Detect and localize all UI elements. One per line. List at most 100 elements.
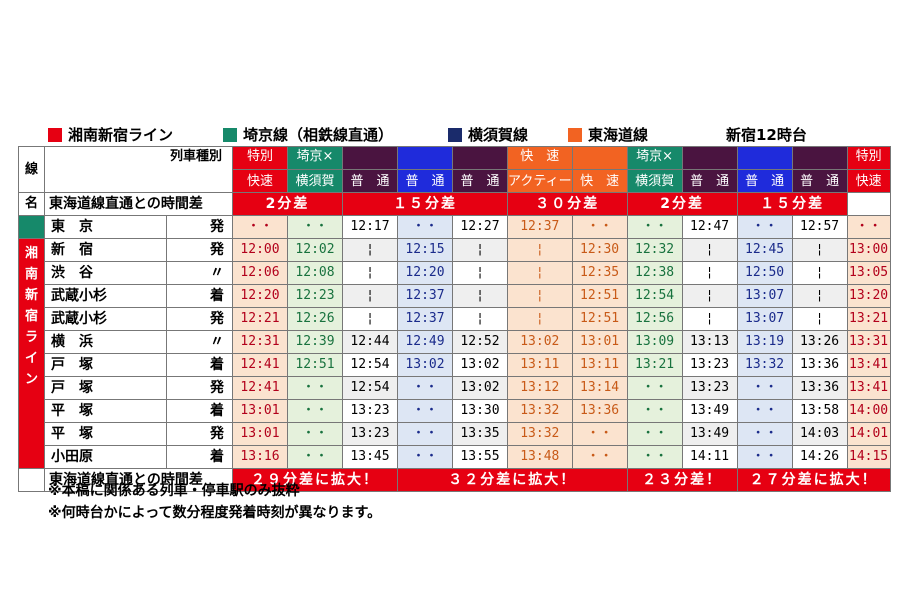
time-cell: 12:08: [287, 261, 343, 285]
time-cell: 12:51: [287, 353, 343, 377]
time-cell: 12:47: [681, 215, 738, 239]
time-diff-expanded: ３２分差に拡大！: [397, 468, 628, 492]
station-name: 武蔵小杉: [44, 307, 167, 331]
train-type-bottom: 普 通: [791, 169, 848, 193]
time-cell: 13:21: [626, 353, 683, 377]
station-name: 平 塚: [44, 422, 167, 446]
station-row: 戸 塚発 12:41 ・・ 12:54 ・・ 13:02 13:12 13:14 ・・ 13:23…: [19, 376, 891, 400]
time-cell: 13:31: [846, 330, 891, 354]
time-diff-expanded: ２７分差に拡大！: [736, 468, 891, 492]
time-cell: 12:32: [626, 238, 683, 262]
legend-swatch: [223, 128, 237, 142]
station-row: 武蔵小杉着 12:20 12:23 ¦ 12:37 ¦ ¦ 12:51 12:54 ¦ 13:07 ¦…: [19, 284, 891, 308]
station-kind: 発: [166, 422, 233, 446]
time-cell: ・・: [626, 422, 683, 446]
time-cell: 14:15: [846, 445, 891, 469]
time-cell: 12:57: [791, 215, 848, 239]
time-cell: 13:21: [846, 307, 891, 331]
time-diff: １５分差: [736, 192, 848, 216]
train-type-top: [681, 146, 738, 170]
time-diff: 2分差: [626, 192, 738, 216]
timetable: 線列車種別 特別 埼京× 快 速埼京× 特別 快速 横須賀普 通普 通普 通アクティー快 速…: [18, 146, 891, 492]
time-cell: 12:00: [232, 238, 288, 262]
time-cell: 12:37: [507, 215, 573, 239]
time-cell: 13:49: [681, 399, 738, 423]
time-cell: 13:23: [342, 422, 398, 446]
time-cell: 14:11: [681, 445, 738, 469]
time-cell: ・・: [287, 399, 343, 423]
time-cell: 13:07: [736, 284, 793, 308]
time-cell: ・・: [736, 215, 793, 239]
time-cell: 12:56: [626, 307, 683, 331]
time-diff: １５分差: [342, 192, 508, 216]
time-cell: ¦: [342, 261, 398, 285]
train-type-bottom: 普 通: [681, 169, 738, 193]
train-type-top: [791, 146, 848, 170]
time-cell: 13:26: [791, 330, 848, 354]
legend-yokosuka: 横須賀線: [448, 124, 528, 146]
line-name-char: ラ: [24, 330, 38, 345]
time-cell: 12:37: [397, 284, 453, 308]
train-type-bottom: 快速: [232, 169, 288, 193]
time-cell: ・・: [571, 445, 628, 469]
time-cell: 12:51: [571, 307, 628, 331]
corner-top: 線: [18, 146, 45, 193]
time-cell: 13:02: [452, 376, 508, 400]
train-type-top: 埼京×: [287, 146, 343, 170]
time-cell: 13:14: [571, 376, 628, 400]
header-row-bottom: 快速 横須賀普 通普 通普 通アクティー快 速横須賀普 通普 通普 通快速: [19, 169, 891, 193]
time-cell: 12:44: [342, 330, 398, 354]
time-cell: 12:41: [232, 376, 288, 400]
time-cell: 13:48: [507, 445, 573, 469]
station-row: 平 塚発 13:01 ・・ 13:23 ・・ 13:35 13:32 ・・ ・・ 13:49 ・・ 1…: [19, 422, 891, 446]
time-cell: 13:23: [342, 399, 398, 423]
diff-row-top: 名東海道線直通との時間差 2分差 １５分差 ３０分差 2分差 １５分差: [18, 192, 891, 216]
time-cell: 12:51: [571, 284, 628, 308]
time-cell: 13:19: [736, 330, 793, 354]
time-cell: 12:49: [397, 330, 453, 354]
station-name: 武蔵小杉: [44, 284, 167, 308]
train-type-top: [571, 146, 628, 170]
time-cell: 13:07: [736, 307, 793, 331]
time-cell: ¦: [507, 238, 573, 262]
time-cell: 12:54: [342, 353, 398, 377]
time-cell: ¦: [342, 238, 398, 262]
line-name-char: 宿: [24, 309, 38, 324]
time-cell: ¦: [791, 238, 848, 262]
train-type-top: [736, 146, 793, 170]
time-cell: 13:35: [452, 422, 508, 446]
header-row-top: 線列車種別 特別 埼京× 快 速埼京× 特別: [18, 146, 891, 193]
time-cell: 12:17: [342, 215, 398, 239]
time-cell: 13:02: [507, 330, 573, 354]
train-type-top: [342, 146, 398, 170]
time-cell: ¦: [681, 284, 738, 308]
legend-label: 横須賀線: [468, 126, 529, 144]
train-type-bottom: 横須賀: [626, 169, 683, 193]
station-kind: 発: [166, 376, 233, 400]
time-cell: ¦: [507, 284, 573, 308]
time-cell: 13:36: [791, 376, 848, 400]
station-name: 新 宿: [44, 238, 167, 262]
time-cell: 12:02: [287, 238, 343, 262]
station-kind: 着: [166, 284, 233, 308]
line-name-char: ン: [24, 372, 38, 387]
time-cell: 12:23: [287, 284, 343, 308]
time-cell: 12:39: [287, 330, 343, 354]
time-cell: 13:55: [452, 445, 508, 469]
train-type-top: 快 速: [507, 146, 573, 170]
page-title: 新宿12時台: [726, 126, 807, 144]
time-cell: 12:50: [736, 261, 793, 285]
train-type-top: 埼京×: [626, 146, 683, 170]
train-type-top: 特別: [232, 146, 288, 170]
time-cell: ・・: [846, 215, 891, 239]
legend-label: 湘南新宿ライン: [68, 126, 174, 144]
station-row: 戸 塚着 12:41 12:51 12:54 13:02 13:02 13:11 13:11 1…: [19, 353, 891, 377]
station-name: 横 浜: [44, 330, 167, 354]
time-cell: ・・: [626, 445, 683, 469]
line-name-char: 湘: [24, 246, 38, 261]
train-type-bottom: 普 通: [452, 169, 508, 193]
time-cell: ・・: [397, 445, 453, 469]
time-cell: ¦: [507, 307, 573, 331]
time-cell: ・・: [736, 445, 793, 469]
time-cell: ・・: [736, 376, 793, 400]
